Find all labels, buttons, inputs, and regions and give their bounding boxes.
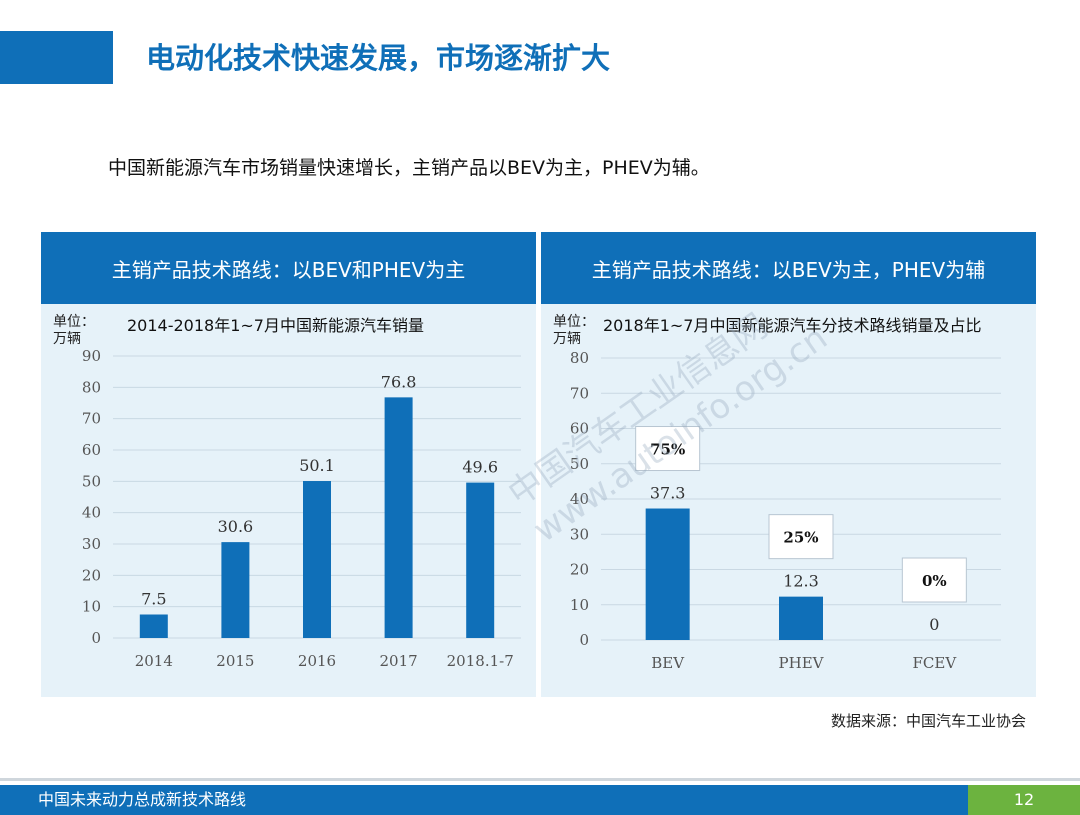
right-ytick-label: 70 bbox=[570, 384, 589, 402]
right-category-label: BEV bbox=[651, 654, 685, 672]
left-bar bbox=[221, 542, 250, 638]
right-ytick-label: 10 bbox=[570, 596, 589, 614]
left-bar-chart: 0 10 20 30 40 50 60 70 80 90 7.5 2014 30.6 2015 50.1 20… bbox=[82, 347, 521, 670]
right-unit-line2: 万辆 bbox=[553, 331, 581, 347]
left-unit-line2: 万辆 bbox=[53, 331, 81, 347]
left-bar bbox=[303, 481, 331, 638]
left-value-label: 76.8 bbox=[381, 372, 417, 391]
right-unit-line1: 单位： bbox=[553, 314, 595, 330]
right-bar-chart: 0 10 20 30 40 50 60 70 80 37.3 BEV 75% 12.3 PHEV 25% 0 F… bbox=[570, 349, 1001, 672]
right-ytick-label: 40 bbox=[570, 490, 589, 508]
right-value-label: 37.3 bbox=[650, 484, 686, 503]
left-ytick-label: 50 bbox=[82, 472, 101, 490]
right-value-label: 0 bbox=[929, 615, 939, 634]
right-category-label: FCEV bbox=[912, 654, 957, 672]
title-accent-block bbox=[0, 31, 113, 84]
right-bar bbox=[645, 508, 690, 640]
left-category-label: 2018.1-7 bbox=[447, 652, 514, 670]
left-unit-line1: 单位： bbox=[53, 314, 95, 330]
left-ytick-label: 30 bbox=[82, 535, 101, 553]
left-value-label: 30.6 bbox=[218, 517, 254, 536]
right-share-label: 75% bbox=[650, 441, 685, 459]
left-category-label: 2014 bbox=[135, 652, 173, 670]
left-chart-title: 2014-2018年1~7月中国新能源汽车销量 bbox=[127, 316, 424, 335]
left-value-label: 50.1 bbox=[299, 456, 335, 475]
footer-divider bbox=[0, 778, 1080, 781]
left-panel: 主销产品技术路线：以BEV和PHEV为主 单位： 万辆 2014-2018年1~… bbox=[41, 232, 536, 697]
slide-subtitle: 中国新能源汽车市场销量快速增长，主销产品以BEV为主，PHEV为辅。 bbox=[108, 157, 710, 179]
left-bar bbox=[466, 482, 495, 638]
right-ytick-label: 20 bbox=[570, 561, 589, 579]
right-ytick-label: 0 bbox=[579, 631, 589, 649]
left-ytick-label: 80 bbox=[82, 378, 101, 396]
right-chart-title: 2018年1~7月中国新能源汽车分技术路线销量及占比 bbox=[603, 316, 982, 335]
left-category-label: 2017 bbox=[380, 652, 418, 670]
left-category-label: 2016 bbox=[298, 652, 336, 670]
right-share-label: 25% bbox=[783, 529, 818, 547]
page-number: 12 bbox=[968, 785, 1080, 815]
left-ytick-label: 10 bbox=[82, 598, 101, 616]
right-panel-header: 主销产品技术路线：以BEV为主，PHEV为辅 bbox=[541, 232, 1036, 304]
right-bar bbox=[779, 596, 823, 640]
right-value-label: 12.3 bbox=[783, 572, 819, 591]
slide-title: 电动化技术快速发展，市场逐渐扩大 bbox=[146, 41, 611, 75]
right-ytick-label: 50 bbox=[570, 455, 589, 473]
left-ytick-label: 90 bbox=[82, 347, 101, 365]
right-share-box bbox=[768, 514, 834, 560]
left-bar bbox=[384, 397, 413, 638]
right-share-label: 0% bbox=[922, 572, 947, 590]
right-ytick-label: 60 bbox=[570, 420, 589, 438]
footer-title: 中国未来动力总成新技术路线 bbox=[0, 785, 968, 815]
right-panel: 主销产品技术路线：以BEV为主，PHEV为辅 单位： 万辆 2018年1~7月中… bbox=[541, 232, 1036, 697]
right-category-label: PHEV bbox=[779, 654, 825, 672]
left-ytick-label: 40 bbox=[82, 504, 101, 522]
right-unit-label: 单位： 万辆 bbox=[553, 314, 595, 348]
right-share-box bbox=[901, 557, 967, 603]
right-ytick-label: 80 bbox=[570, 349, 589, 367]
left-category-label: 2015 bbox=[216, 652, 254, 670]
left-ytick-label: 20 bbox=[82, 566, 101, 584]
left-value-label: 7.5 bbox=[141, 590, 166, 609]
left-panel-header: 主销产品技术路线：以BEV和PHEV为主 bbox=[41, 232, 536, 304]
data-source: 数据来源：中国汽车工业协会 bbox=[830, 712, 1026, 730]
left-unit-label: 单位： 万辆 bbox=[53, 314, 95, 348]
left-ytick-label: 0 bbox=[91, 629, 101, 647]
right-share-box bbox=[635, 426, 701, 472]
left-ytick-label: 70 bbox=[82, 410, 101, 428]
left-bar bbox=[139, 614, 168, 638]
left-ytick-label: 60 bbox=[82, 441, 101, 459]
left-value-label: 49.6 bbox=[462, 458, 498, 477]
right-ytick-label: 30 bbox=[570, 525, 589, 543]
